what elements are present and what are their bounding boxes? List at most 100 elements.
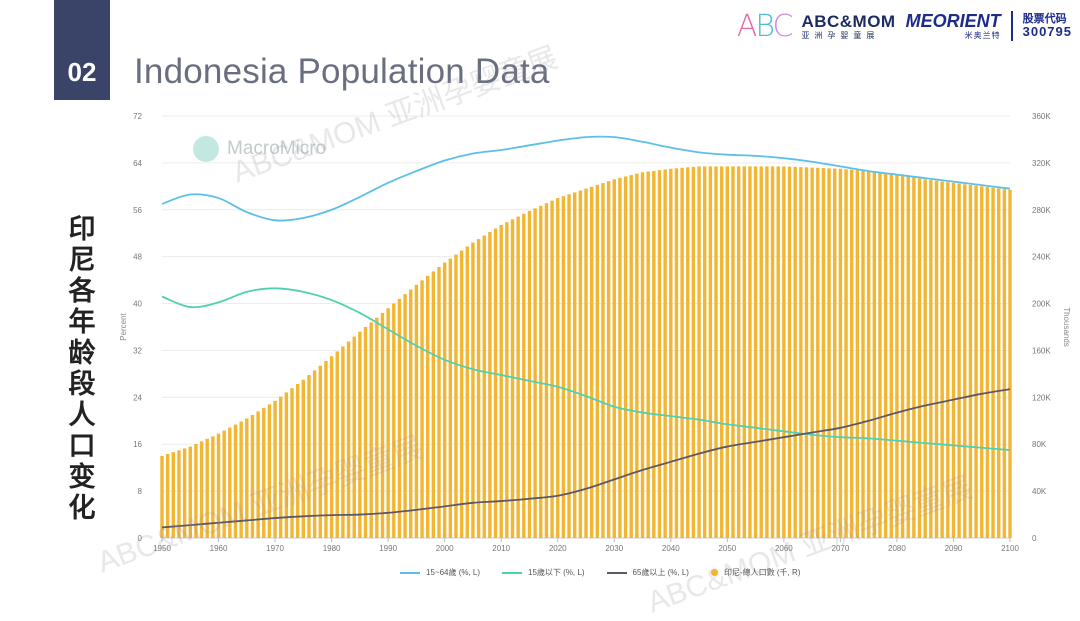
population-bar [239, 421, 243, 538]
population-bar [923, 179, 927, 539]
header-logos: ABC ABC&MOM 亚洲孕婴童展 MEORIENT 米奥兰特 股票代码 30… [737, 6, 1072, 46]
x-tick-label: 2060 [775, 544, 793, 553]
population-bar [561, 196, 566, 538]
x-tick-label: 2010 [492, 544, 510, 553]
x-tick-label: 2000 [436, 544, 454, 553]
x-tick-label: 2030 [605, 544, 623, 553]
population-bar [352, 336, 356, 538]
population-bar [895, 174, 899, 538]
population-bar [635, 173, 639, 538]
population-bar [691, 166, 696, 538]
population-bar [409, 289, 413, 538]
population-bar [601, 183, 605, 538]
population-bar [906, 176, 910, 538]
population-bar [222, 430, 226, 538]
legend-item[interactable]: 65歲以上 (%, L) [606, 567, 689, 578]
population-bar [799, 167, 803, 538]
abc-letter-a: A [736, 8, 757, 44]
population-bar [499, 225, 503, 538]
x-tick-label: 2050 [718, 544, 736, 553]
y-left-tick-label: 32 [133, 346, 142, 355]
chart-area: 0 8 16 24 32 40 48 56 64 72 0 40K 80K 120K 160K 200K 240… [108, 104, 1080, 607]
abc-logo-sub: 亚洲孕婴童展 [801, 30, 880, 40]
y-right-tick-label: 360K [1032, 112, 1051, 121]
population-bar [476, 239, 481, 539]
population-bar [827, 168, 831, 538]
legend-swatch [710, 569, 718, 576]
population-bar [403, 294, 407, 538]
population-bar [736, 166, 741, 538]
population-chart: 0 8 16 24 32 40 48 56 64 72 0 40K 80K 120K 160K 200K 240… [119, 112, 1071, 553]
population-bar [295, 383, 300, 538]
population-bar [804, 167, 809, 539]
population-bar [307, 375, 311, 538]
population-bar [505, 222, 509, 538]
y-right-axis-title: Thousands [1062, 307, 1071, 347]
stock-code-block: 股票代码 300795 [1023, 13, 1072, 39]
population-bar [533, 208, 537, 539]
population-bar [442, 262, 447, 538]
population-bar [629, 175, 633, 538]
macromicro-logo-icon [193, 136, 219, 162]
population-bar [753, 166, 758, 538]
population-bar [1008, 189, 1012, 538]
population-bar [171, 452, 176, 538]
x-tick-label: 1990 [379, 544, 397, 553]
population-bar [459, 250, 464, 538]
population-bar [974, 185, 978, 538]
stock-code: 300795 [1022, 23, 1072, 39]
x-tick-label: 2070 [832, 544, 850, 553]
y-left-axis-title: Percent [119, 312, 128, 340]
population-bar [329, 356, 334, 538]
population-bar [663, 169, 667, 538]
population-bar [833, 168, 837, 538]
population-bar [759, 166, 763, 538]
y-left-tick-label: 8 [138, 487, 143, 496]
population-bar [493, 228, 498, 538]
population-bar [262, 407, 266, 538]
population-bar [957, 183, 961, 538]
x-tick-label: 2080 [888, 544, 906, 553]
population-bar [866, 171, 871, 538]
population-bar [426, 275, 430, 538]
chart-legend: 15~64歲 (%, L) 15歲以下 (%, L) 65歲以上 (%, L) … [400, 567, 800, 578]
population-bar [951, 182, 956, 539]
population-bar [883, 173, 888, 538]
y-right-tick-label: 200K [1032, 300, 1051, 309]
population-bar [205, 438, 209, 538]
series-line [161, 287, 1011, 451]
population-bar [358, 331, 362, 538]
population-bar [996, 188, 1001, 538]
population-bar [228, 427, 232, 538]
y-right-tick-label: 80K [1032, 440, 1047, 449]
population-bar [488, 232, 492, 539]
population-bar [516, 216, 520, 538]
population-bar [279, 396, 283, 538]
population-bar [703, 166, 707, 538]
legend-item[interactable]: 15歲以下 (%, L) [502, 567, 585, 578]
macromicro-watermark: MacroMicro [193, 136, 326, 162]
population-bar [686, 167, 690, 539]
population-bar [878, 172, 882, 539]
population-bar [160, 455, 164, 538]
population-bar [465, 246, 469, 538]
legend-item[interactable]: 印尼-總人口數 (千, R) [710, 567, 800, 578]
population-bar [595, 184, 600, 538]
population-bar [250, 414, 255, 538]
y-left-tick-label: 48 [133, 253, 142, 262]
population-bar [346, 341, 351, 538]
legend-label: 65歲以上 (%, L) [632, 568, 689, 577]
population-bar [680, 167, 684, 538]
y-right-tick-label: 0 [1032, 534, 1037, 543]
population-bar [725, 166, 730, 538]
population-bar [335, 351, 339, 538]
abc-logo-mark: ABC [736, 8, 794, 44]
population-bar [917, 178, 922, 538]
population-bar [889, 173, 893, 538]
population-bar [589, 186, 594, 538]
legend-item[interactable]: 15~64歲 (%, L) [400, 567, 480, 578]
population-bar [233, 424, 238, 538]
population-bar [550, 200, 554, 538]
population-bar [182, 448, 187, 538]
population-bar [324, 360, 328, 538]
